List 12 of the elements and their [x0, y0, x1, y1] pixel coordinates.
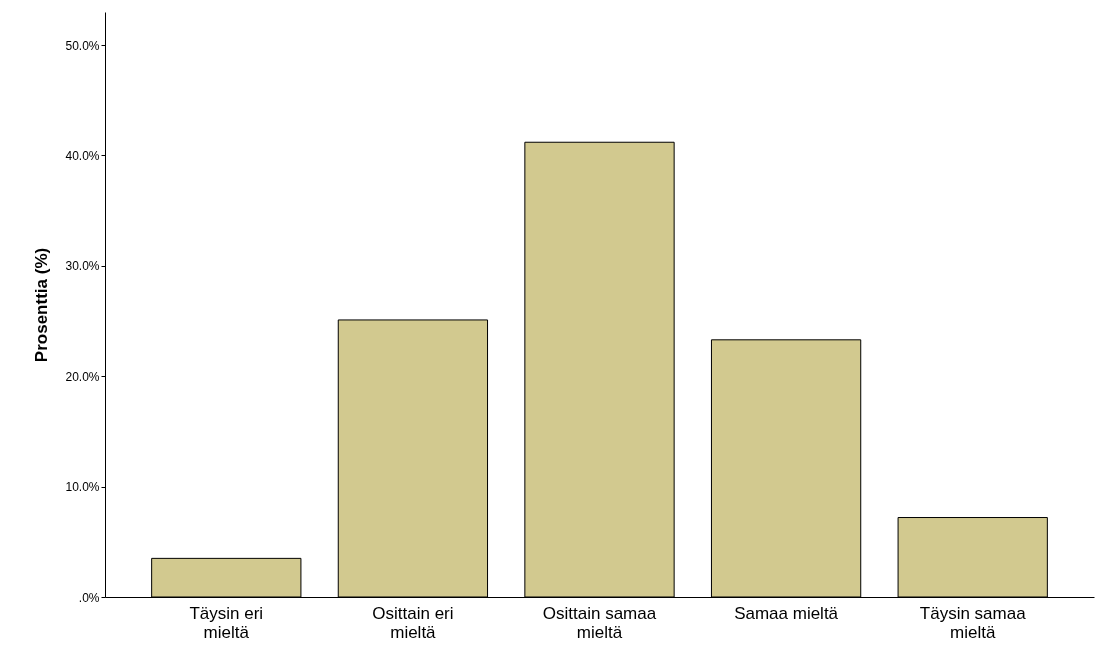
- y-tick-label: .0%: [78, 590, 100, 605]
- y-tick-label: 10.0%: [65, 480, 100, 495]
- y-tick-label: 20.0%: [65, 369, 100, 384]
- y-tick-label: 30.0%: [65, 259, 100, 274]
- x-tick-label: Täysin eri mieltä: [189, 603, 264, 642]
- y-tick-label: 40.0%: [65, 148, 100, 163]
- x-tick-label: Täysin samaa mieltä: [919, 603, 1027, 642]
- y-axis-title: Prosenttia (%): [32, 247, 52, 363]
- y-tick-label: 50.0%: [65, 38, 100, 53]
- x-tick-label: Osittain eri mieltä: [372, 603, 454, 642]
- x-tick-label: Samaa mieltä: [734, 603, 839, 623]
- x-tick-label: Osittain samaa mieltä: [542, 603, 657, 642]
